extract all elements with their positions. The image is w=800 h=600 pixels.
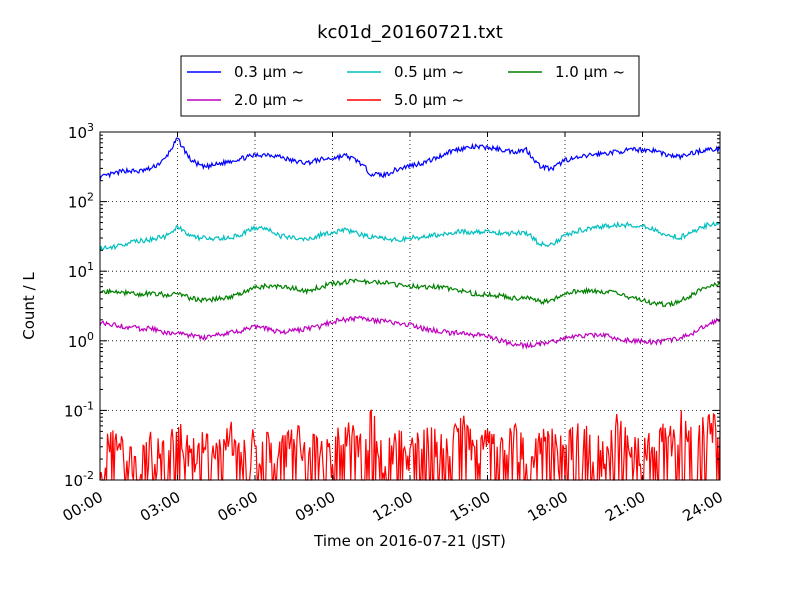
- y-tick-label: 10-2: [64, 469, 94, 490]
- legend-label: 2.0 μm ~: [234, 91, 304, 109]
- legend: 0.3 μm ~ 0.5 μm ~ 1.0 μm ~ 2.0 μm ~ 5.0 μm ~: [180, 55, 640, 117]
- series-line: [99, 315, 721, 351]
- grid-lines: [100, 132, 720, 480]
- series-line: [99, 137, 721, 181]
- series-line: [99, 220, 721, 252]
- plot-series: [99, 137, 721, 481]
- y-tick-label: 101: [68, 260, 94, 281]
- y-tick-label: 100: [68, 330, 94, 351]
- y-tick-label: 102: [68, 191, 94, 212]
- legend-box: [180, 55, 640, 117]
- legend-label: 0.5 μm ~: [394, 63, 464, 81]
- y-tick-label: 10-1: [64, 399, 94, 420]
- series-line: [99, 409, 721, 481]
- y-tick-label: 103: [68, 121, 94, 142]
- chart-title: kc01d_20160721.txt: [317, 22, 503, 43]
- series-line: [99, 278, 721, 308]
- legend-label: 5.0 μm ~: [394, 91, 464, 109]
- legend-label: 1.0 μm ~: [555, 63, 625, 81]
- y-axis-label: Count / L: [20, 272, 38, 340]
- x-axis-label: Time on 2016-07-21 (JST): [313, 532, 506, 550]
- legend-label: 0.3 μm ~: [234, 63, 304, 81]
